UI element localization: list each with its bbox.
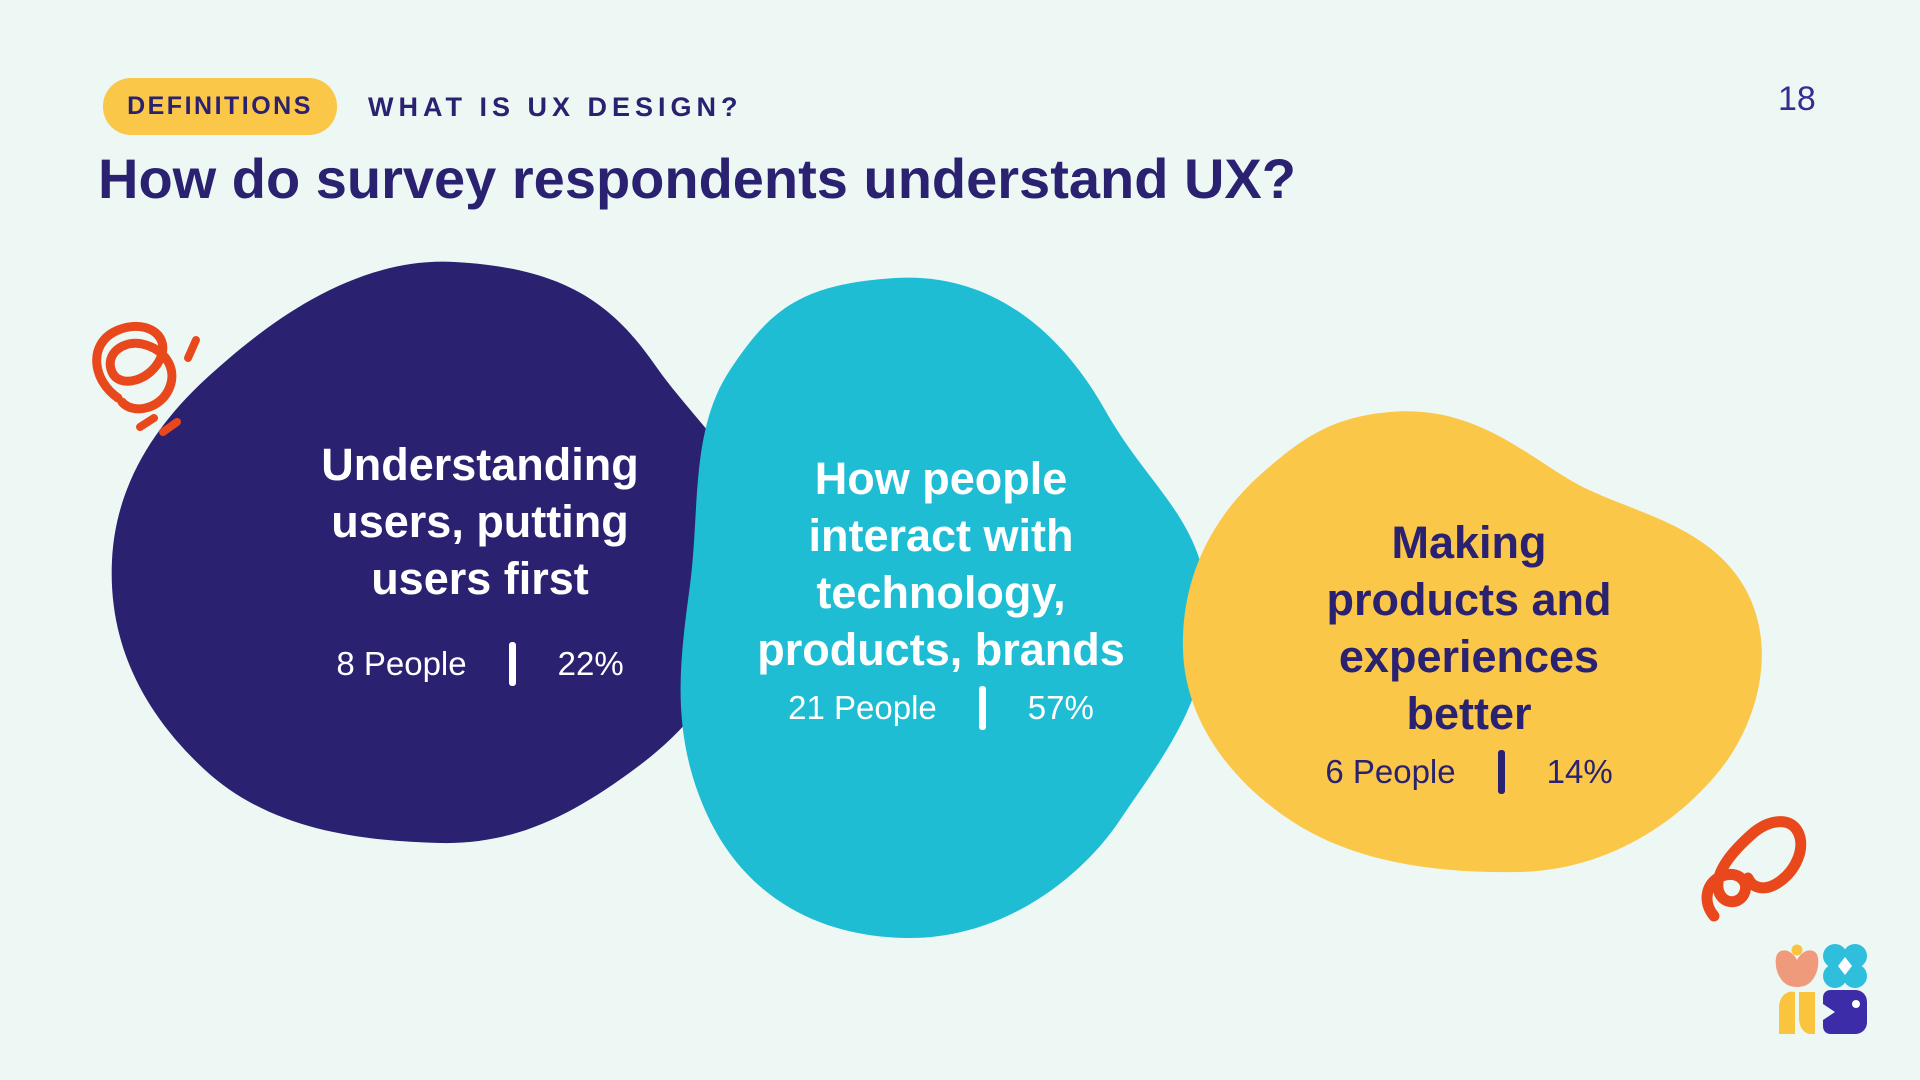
blob2-heading-line3: technology, bbox=[816, 567, 1066, 618]
blob3-heading-line1: Making bbox=[1391, 517, 1547, 568]
section-eyebrow: WHAT IS UX DESIGN? bbox=[368, 92, 743, 122]
blob-shape-understanding-users bbox=[111, 261, 758, 844]
logo-tulip-petals bbox=[1775, 950, 1819, 987]
blob1-heading-line3: users first bbox=[371, 553, 589, 604]
blob1-people-count: 8 People bbox=[336, 645, 467, 682]
page-number: 18 bbox=[1778, 80, 1816, 118]
blob1-heading-line1: Understanding bbox=[321, 439, 639, 490]
scribble-loops-icon bbox=[92, 322, 200, 436]
blob1-heading-line2: users, putting bbox=[331, 496, 629, 547]
definitions-badge: DEFINITIONS bbox=[103, 78, 337, 135]
blob1-stats: 8 People 22% bbox=[230, 642, 730, 686]
blob1-divider-bar bbox=[508, 642, 516, 686]
blob2-heading: How people interact with technology, pro… bbox=[691, 450, 1191, 678]
blob2-heading-line1: How people bbox=[814, 453, 1068, 504]
scribble-spring-icon bbox=[1701, 816, 1807, 922]
blob1-percent: 22% bbox=[557, 645, 624, 682]
blob3-heading-line2: products and bbox=[1326, 574, 1612, 625]
slide-title: How do survey respondents understand UX? bbox=[98, 147, 1296, 210]
blob2-people-count: 21 People bbox=[788, 689, 937, 726]
blob3-stats: 6 People 14% bbox=[1219, 750, 1719, 794]
blob-shape-how-people-interact bbox=[680, 277, 1209, 939]
blob2-stats: 21 People 57% bbox=[691, 686, 1191, 730]
ux-brand-logo-icon bbox=[1775, 944, 1867, 1034]
blob3-heading-line4: better bbox=[1406, 688, 1532, 739]
blob3-people-count: 6 People bbox=[1325, 753, 1456, 790]
blob1-heading: Understanding users, putting users first bbox=[230, 436, 730, 607]
definitions-badge-label: DEFINITIONS bbox=[127, 92, 313, 120]
logo-fish bbox=[1823, 990, 1867, 1034]
blob3-heading: Making products and experiences better bbox=[1219, 514, 1719, 742]
logo-clover bbox=[1823, 944, 1867, 988]
logo-tulip-dot bbox=[1791, 944, 1803, 956]
logo-leaves bbox=[1779, 991, 1815, 1034]
blob3-percent: 14% bbox=[1546, 753, 1613, 790]
blob3-heading-line3: experiences bbox=[1338, 631, 1600, 682]
blob-shape-making-products-better bbox=[1182, 411, 1762, 873]
blob2-heading-line2: interact with bbox=[808, 510, 1074, 561]
blob2-divider-bar bbox=[978, 686, 986, 730]
blob2-heading-line4: products, brands bbox=[757, 624, 1125, 675]
blob3-divider-bar bbox=[1497, 750, 1505, 794]
blob2-percent: 57% bbox=[1027, 689, 1094, 726]
